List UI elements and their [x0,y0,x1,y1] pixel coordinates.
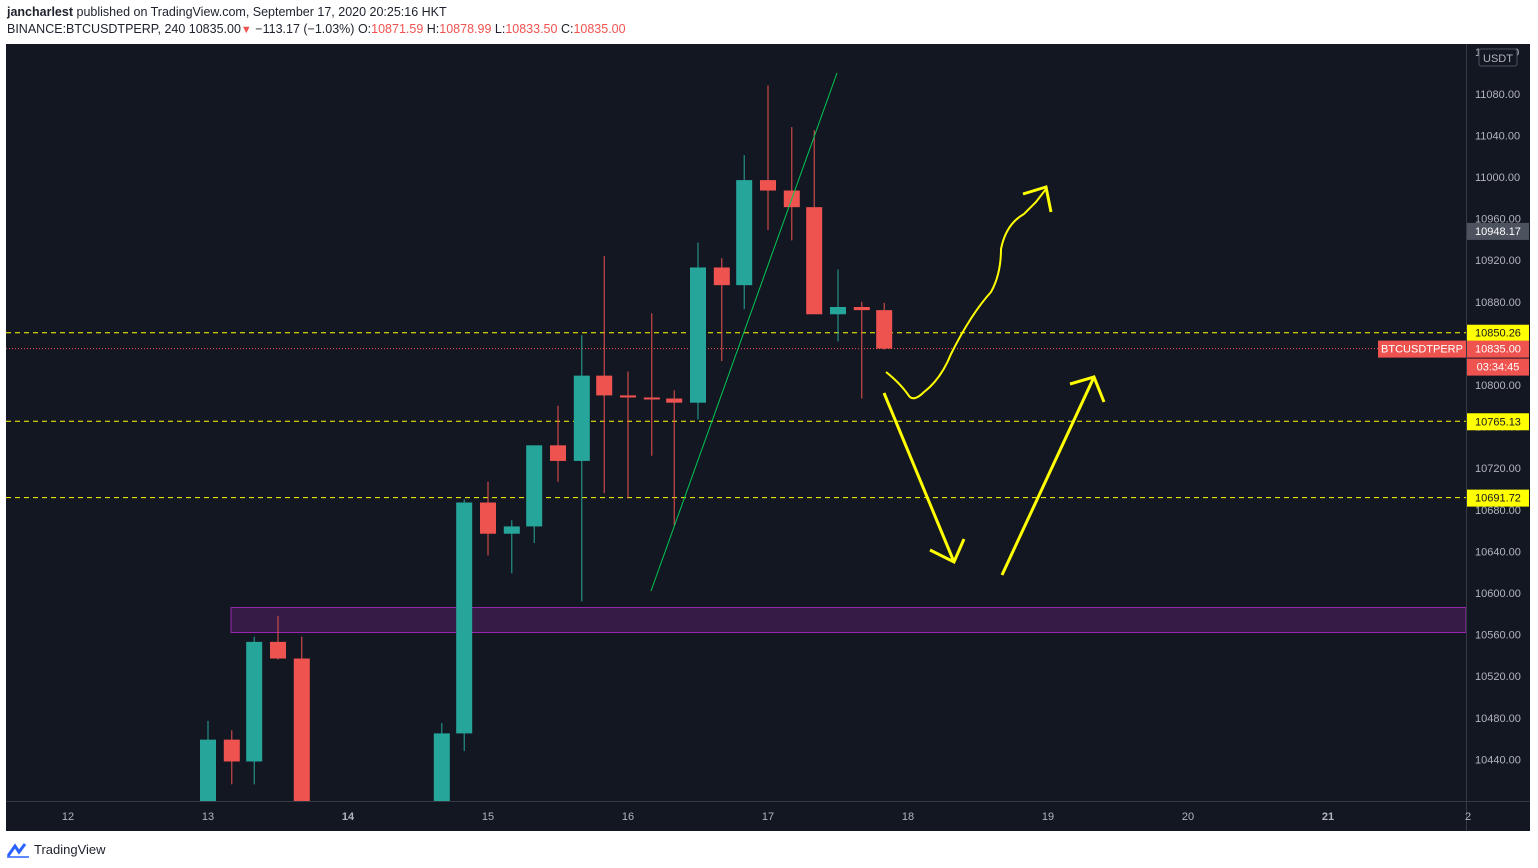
currency-label: USDT [1483,53,1513,65]
candle-body[interactable] [666,398,683,403]
price-tick-label: 10720.00 [1475,463,1521,475]
time-tick-label: 21 [1322,811,1334,823]
time-tick-label: 16 [622,811,634,823]
candle-body[interactable] [503,526,520,534]
last-price: 10835.00 [188,22,241,36]
price-marker-label: 10765.13 [1475,416,1521,428]
candle-body[interactable] [246,641,263,762]
price-marker[interactable] [1467,324,1529,342]
time-tick-label: 19 [1042,811,1054,823]
candle-body[interactable] [760,180,776,191]
low-value: 10833.50 [505,22,558,36]
up-arrow-line[interactable] [1000,376,1096,576]
time-tick-label: 2 [1465,811,1471,823]
down-arrow-line[interactable] [882,392,956,563]
time-tick-label: 18 [902,811,914,823]
price-marker-label: 10835.00 [1475,344,1521,356]
price-marker[interactable] [1467,340,1529,358]
price-tick-label: 10680.00 [1475,505,1521,517]
candle-body[interactable] [526,445,543,527]
price-tick-label: 10800.00 [1475,380,1521,392]
symbol-label: BINANCE:BTCUSDTPERP, 240 [7,22,186,36]
price-marker-label: 10691.72 [1475,493,1521,505]
high-value: 10878.99 [439,22,492,36]
arrowhead[interactable] [1022,185,1053,213]
candle-body[interactable] [736,180,753,286]
candle-body[interactable] [713,267,730,286]
candle-body[interactable] [223,739,240,762]
price-marker-label: 10948.17 [1475,226,1521,238]
candle-body[interactable] [806,207,823,315]
currency-badge[interactable] [1478,48,1518,67]
time-tick-label: 15 [482,811,494,823]
candle-body[interactable] [550,445,566,461]
countdown-marker [1467,358,1529,376]
candle-body[interactable] [270,641,286,659]
price-tick-label: 10960.00 [1475,214,1521,226]
tradingview-logo-icon [6,843,29,858]
open-value: 10871.59 [371,22,424,36]
candle-body[interactable] [456,502,473,734]
open-label: O: [357,22,372,36]
candle-body[interactable] [293,658,310,801]
candle-body[interactable] [643,397,660,400]
price-tick-label: 10480.00 [1475,713,1521,725]
arrowhead[interactable] [929,538,966,565]
candle-body[interactable] [853,307,870,311]
brand-label[interactable]: TradingView [34,842,106,857]
time-tick-label: 13 [202,811,214,823]
publish-text: published on TradingView.com, September … [76,5,447,19]
candle-body[interactable] [573,375,590,461]
chart-area[interactable]: 11120.0011080.0011040.0011000.0010960.00… [6,44,1530,831]
price-change: −113.17 (−1.03%) [255,22,355,36]
candle-body[interactable] [596,375,613,396]
candle-body[interactable] [200,739,216,801]
price-marker-label: 10850.26 [1475,328,1521,340]
price-tick-label: 11080.00 [1475,89,1520,101]
price-tick-label: 10920.00 [1475,255,1521,267]
time-tick-label: 12 [62,811,74,823]
countdown-label: 03:34:45 [1477,362,1520,374]
candlestick-chart[interactable]: 11120.0011080.0011040.0011000.0010960.00… [6,44,1530,831]
footer: TradingView [0,831,1538,868]
time-tick-label: 17 [762,811,774,823]
arrowhead[interactable] [1069,375,1106,403]
price-tick-label: 10440.00 [1475,754,1521,766]
candle-body[interactable] [620,395,636,398]
close-value: 10835.00 [573,22,626,36]
publish-info: jancharlest published on TradingView.com… [7,5,447,19]
price-tick-label: 10880.00 [1475,297,1521,309]
price-marker[interactable] [1467,413,1529,431]
price-tick-label: 10520.00 [1475,671,1521,683]
price-tick-label: 11040.00 [1475,130,1520,142]
candle-body[interactable] [876,310,893,349]
plot-area[interactable] [6,72,1466,801]
time-tick-label: 20 [1182,811,1194,823]
symbol-marker-label: BTCUSDTPERP [1381,344,1463,356]
support-zone[interactable] [230,607,1466,634]
author-name[interactable]: jancharlest [7,5,74,19]
symbol-marker[interactable] [1378,340,1466,358]
candle-body[interactable] [433,733,450,801]
candle-body[interactable] [480,502,496,534]
down-arrow-icon: ▼ [240,24,252,36]
price-tick-label: 10640.00 [1475,546,1521,558]
price-marker[interactable] [1467,222,1529,240]
candle-body[interactable] [830,307,846,315]
high-label: H: [426,22,440,36]
price-tick-label: 10560.00 [1475,630,1521,642]
freehand-path[interactable] [885,188,1047,400]
trendline[interactable] [650,72,838,592]
candle-body[interactable] [690,267,706,403]
ohlc-line: BINANCE:BTCUSDTPERP, 240 10835.00▼ −113.… [7,22,626,36]
price-tick-label: 11000.00 [1475,172,1520,184]
chart-header: jancharlest published on TradingView.com… [0,0,1538,44]
time-tick-label: 14 [342,811,355,823]
price-tick-label: 10600.00 [1475,588,1521,600]
low-label: L: [494,22,506,36]
close-label: C: [560,22,574,36]
price-marker[interactable] [1467,489,1529,507]
